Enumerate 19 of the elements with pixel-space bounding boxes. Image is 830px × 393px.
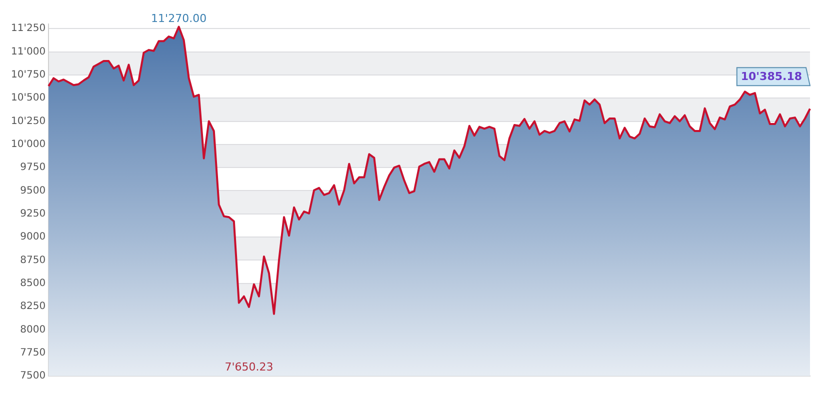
annotation: 10'385.18 (740, 70, 802, 83)
y-tick-label: 10'500 (11, 92, 46, 104)
y-tick-label: 11'000 (11, 46, 46, 58)
y-tick-label: 10'750 (11, 70, 46, 81)
y-tick-label: 10'250 (11, 116, 46, 127)
y-tick-label: 8000 (20, 324, 46, 336)
annotation: 7'650.23 (224, 360, 274, 374)
y-tick-label: 9750 (20, 162, 46, 174)
y-tick-label: 8250 (20, 301, 46, 312)
y-tick-label: 9250 (20, 208, 46, 220)
y-tick-label: 10'000 (11, 139, 46, 150)
y-tick-label: 8750 (20, 254, 46, 266)
y-tick-label: 7500 (20, 370, 46, 382)
y-tick-label: 9500 (20, 185, 46, 196)
y-tick-label: 9000 (20, 232, 46, 243)
y-tick-label: 11'250 (11, 23, 46, 34)
y-tick-label: 7750 (20, 347, 46, 358)
annotation: 11'270.00 (151, 12, 207, 26)
y-tick-label: 8500 (20, 278, 46, 289)
